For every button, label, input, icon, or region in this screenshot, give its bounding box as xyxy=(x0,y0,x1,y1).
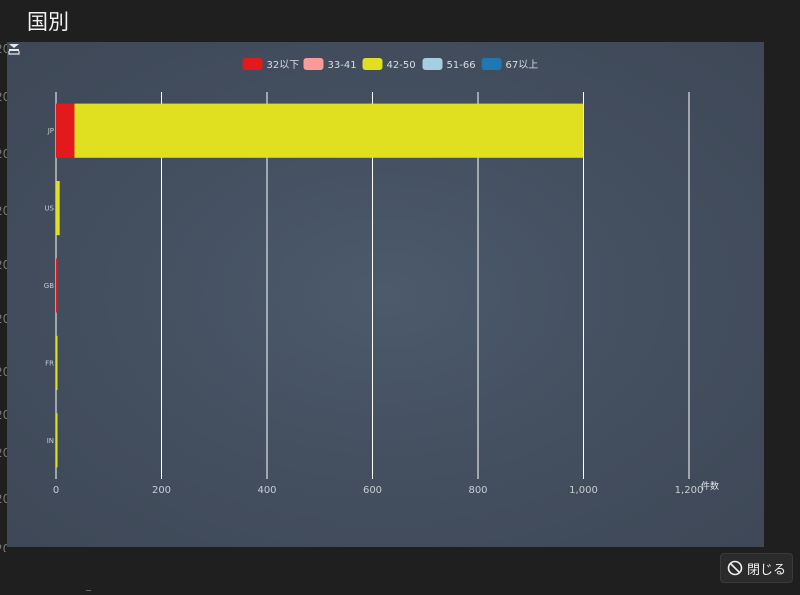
x-tick-label: 1,000 xyxy=(569,485,598,496)
close-button-label: 閉じる xyxy=(746,562,786,578)
rail-fragment: 20 xyxy=(0,492,7,506)
x-tick-label: 800 xyxy=(468,485,487,496)
rail-fragment: 20 xyxy=(0,42,7,56)
legend-swatch xyxy=(303,58,324,70)
save-image-icon[interactable] xyxy=(7,42,21,56)
chart-panel: 0 200 400 600 800 1,000 1,200 件数 JP US GB FR IN 32以下 3… xyxy=(7,42,764,547)
rail-fragment: 20 xyxy=(0,204,7,218)
bar-segment xyxy=(56,103,75,158)
rail-fragment: 20 xyxy=(0,365,7,379)
y-category-label: US xyxy=(44,205,54,213)
bar-segment xyxy=(56,335,58,390)
legend-label: 67以上 xyxy=(506,59,539,71)
bar-segment xyxy=(56,258,58,313)
rail-fragment: 20 xyxy=(0,258,7,272)
legend-label: 33-41 xyxy=(328,60,357,71)
rail-fragment: 20 xyxy=(0,312,7,326)
close-button[interactable]: 閉じる xyxy=(720,553,793,583)
y-category-label: GB xyxy=(44,282,54,290)
legend-label: 32以下 xyxy=(267,60,300,71)
x-tick-label: 400 xyxy=(257,485,276,496)
y-category-label: JP xyxy=(47,127,54,135)
rail-fragment: 20 xyxy=(0,542,7,552)
bar-segment xyxy=(56,413,58,468)
bar-segment xyxy=(74,103,584,158)
ban-icon xyxy=(727,560,743,576)
x-tick-label: 0 xyxy=(53,485,59,496)
x-unit-label: 件数 xyxy=(701,480,719,492)
rail-fragment: 20 xyxy=(0,446,7,460)
legend-swatch xyxy=(362,58,383,70)
bar-segment xyxy=(56,181,60,236)
rail-fragment: 20 xyxy=(0,90,7,104)
x-tick-label: 600 xyxy=(363,485,382,496)
y-category-label: FR xyxy=(45,359,54,367)
y-category-label: IN xyxy=(47,437,54,445)
legend-swatch xyxy=(422,58,443,70)
legend-label: 51-66 xyxy=(447,60,476,71)
modal-title: 国別 xyxy=(27,10,69,34)
legend-swatch xyxy=(242,58,263,70)
rail-fragment: 20 xyxy=(0,408,7,422)
x-tick-label: 200 xyxy=(152,485,171,496)
legend-label: 42-50 xyxy=(387,60,416,71)
background-fragment xyxy=(86,590,91,591)
legend-swatch xyxy=(481,58,502,70)
background-axis-fragment: 20 20 20 20 20 20 20 20 20 20 20 xyxy=(0,42,7,552)
rail-fragment: 20 xyxy=(0,147,7,161)
x-tick-label: 1,200 xyxy=(675,485,704,496)
